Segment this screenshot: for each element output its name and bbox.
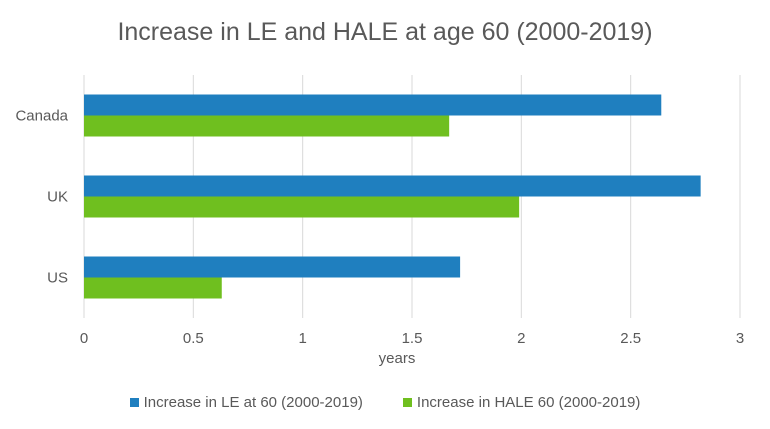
legend: Increase in LE at 60 (2000-2019) Increase… (0, 394, 770, 411)
x-tick-label: 0 (80, 330, 88, 347)
y-tick-label: Canada (15, 108, 68, 125)
x-tick-label: 0.5 (183, 330, 204, 347)
x-axis-label: years (379, 350, 416, 367)
legend-swatch (402, 398, 412, 407)
legend-label: Increase in HALE 60 (2000-2019) (416, 394, 641, 411)
legend-swatch (129, 398, 139, 407)
x-tick-label: 3 (736, 330, 744, 347)
bar-uk-le (84, 175, 701, 197)
bar-us-hale (84, 277, 222, 299)
bar-canada-hale (84, 115, 450, 137)
bar-uk-hale (84, 196, 520, 218)
x-tick-label: 2.5 (620, 330, 641, 347)
legend-label: Increase in LE at 60 (2000-2019) (143, 394, 363, 411)
legend-item: Increase in HALE 60 (2000-2019) (402, 394, 641, 411)
x-tick-label: 2 (517, 330, 525, 347)
bar-us-le (84, 256, 461, 278)
x-tick-label: 1 (298, 330, 306, 347)
chart-title: Increase in LE and HALE at age 60 (2000-… (117, 18, 653, 46)
x-tick-label: 1.5 (402, 330, 423, 347)
y-tick-label: UK (47, 189, 68, 206)
y-tick-label: US (47, 270, 68, 287)
bar-canada-le (84, 94, 662, 116)
legend-item: Increase in LE at 60 (2000-2019) (129, 394, 363, 411)
